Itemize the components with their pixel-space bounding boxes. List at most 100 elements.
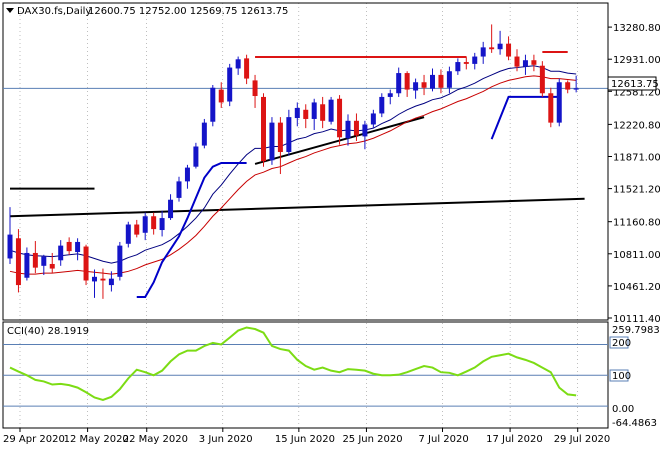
candle-body [134,224,140,235]
candle-body [311,102,317,119]
candle-body [261,96,266,162]
candle-body [303,109,309,119]
candle-body [337,98,343,138]
candle-body [151,216,157,230]
candle-body [370,113,376,125]
candle-body [269,122,275,161]
candle-body [227,67,233,102]
candle-body [286,117,292,153]
ema-slow-line [9,75,577,275]
current-price-label: 12613.75 [611,79,659,90]
x-tick-label: 25 Jun 2020 [342,434,402,445]
candle-body [58,245,64,261]
candle-body [362,124,368,137]
x-tick-label: 29 Jul 2020 [554,434,611,445]
candle-body [176,181,182,198]
cci-level-200-label: 200 [612,338,631,349]
x-tick-label: 17 Jul 2020 [486,434,543,445]
candle-body [294,107,300,119]
price-tick-label: 10111.40 [613,314,660,325]
candle-body [387,93,393,97]
trendline [9,197,585,218]
cci-level-200-tag [609,336,629,349]
candle-body [320,104,326,121]
candle-body [472,56,478,64]
candle-body [480,47,486,57]
cci-line [9,326,577,401]
candle-body [446,71,452,88]
candle-body [463,62,469,64]
candle-body [539,65,545,94]
candle-body [100,278,106,281]
candle-body [345,120,351,139]
x-tick-label: 12 May 2020 [64,434,129,445]
candle-body [430,74,435,89]
candle-body [108,278,114,286]
candle-body [7,234,13,259]
candle-body [413,82,419,91]
candle-body [252,80,258,97]
symbol-label: DAX30.fs,Daily [17,6,91,17]
candle-body [92,276,97,282]
candle-body [438,74,444,88]
candle-body [159,218,165,231]
price-tick-label: 10811.00 [613,250,660,261]
trailing-stop-line [136,162,247,299]
candle-body [421,82,427,88]
candle-body [573,88,579,90]
cci-level-0-label: 0.00 [612,404,634,415]
candle-body [328,99,334,122]
cci-min-label: -64.4863 [612,418,657,429]
price-tick-label: 11871.00 [613,152,660,163]
candle-body [15,238,21,286]
price-tick-label: 11521.20 [613,185,660,196]
candle-body [522,60,528,67]
candle-body [353,120,359,136]
cci-level-100-tag [609,369,629,382]
price-tick-label: 12931.00 [613,55,660,66]
price-tick-label: 11160.80 [613,218,660,229]
candle-body [32,252,38,268]
candle-body [125,224,131,244]
x-tick-label: 29 Apr 2020 [3,434,65,445]
candle-body [24,252,30,278]
price-tick-label: 12581.20 [613,87,660,98]
cci-max-label: 259.7983 [612,325,660,336]
collapse-triangle-icon[interactable] [6,8,14,13]
candle-body [455,62,461,72]
candle-body [514,56,520,67]
current-price-tag [607,76,657,91]
x-tick-label: 22 May 2020 [123,434,188,445]
candle-body [556,82,562,123]
candle-body [41,256,47,266]
cci-label: CCI(40) 28.1919 [7,326,89,337]
candle-body [83,246,89,281]
candle-body [379,96,385,114]
ema-fast-line [9,65,577,264]
candle-body [565,82,571,90]
cci-level-100-label: 100 [612,371,631,382]
candle-body [497,43,503,50]
candle-body [396,73,402,94]
x-tick-label: 7 Jul 2020 [419,434,469,445]
candle-body [49,263,55,269]
candle-body [489,47,495,50]
candle-body [277,122,283,153]
candle-body [244,58,250,79]
plot-layer [3,24,608,407]
candle-body [184,167,190,182]
candle-body [193,146,199,167]
candle-body [142,216,148,233]
price-tick-label: 13280.80 [613,23,660,34]
candle-body [66,241,72,252]
candle-body [168,199,174,219]
trailing-stop-line [490,95,560,140]
candle-body [531,60,537,65]
candle-body [506,43,512,57]
price-tick-label: 12220.80 [613,120,660,131]
price-tick-label: 10461.20 [613,282,660,293]
candle-body [201,122,207,146]
candle-body [218,89,224,103]
